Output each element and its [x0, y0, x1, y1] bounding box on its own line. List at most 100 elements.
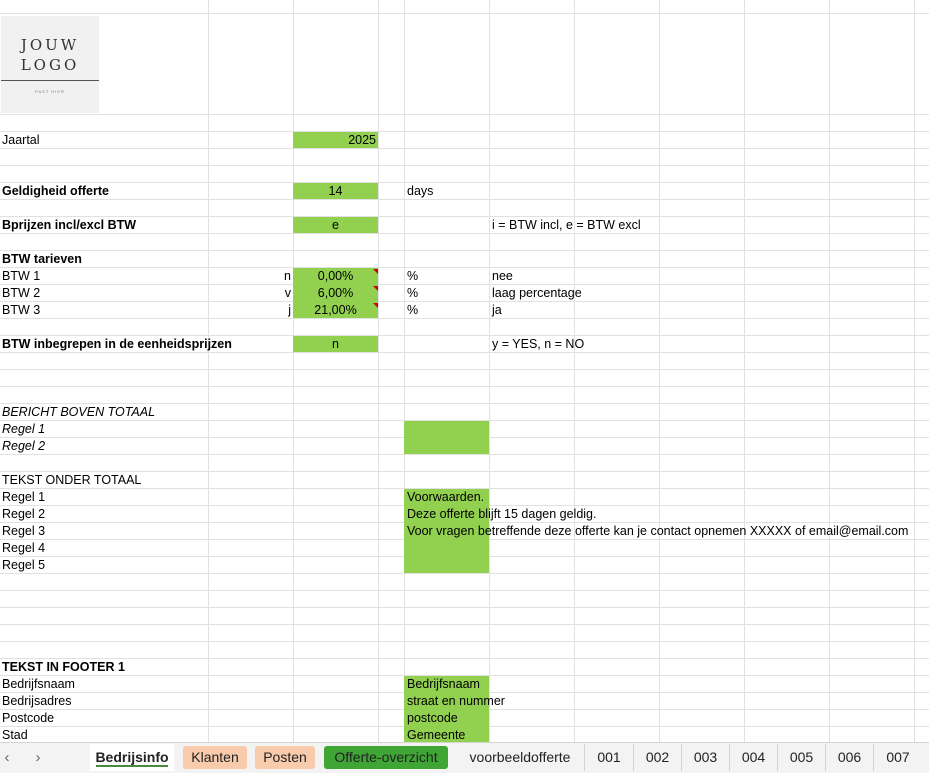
gridline — [0, 318, 929, 319]
gridline — [0, 131, 929, 132]
gridline — [0, 573, 929, 574]
gridline — [0, 675, 929, 676]
gridline — [0, 216, 929, 217]
sheet-tab-bar: ‹ › Bedrijsinfo Klanten Posten Offerte-o… — [0, 742, 929, 773]
logo-tagline: PAST HIER — [35, 89, 65, 94]
vat-unit: % — [407, 269, 419, 283]
tab-006[interactable]: 006 — [825, 744, 873, 771]
footer1-cell[interactable]: postcode — [407, 711, 458, 725]
footer1-cell[interactable]: Gemeente — [407, 728, 466, 742]
message-above-cell[interactable] — [404, 438, 489, 455]
message-above-line-label: Regel 2 — [2, 439, 46, 453]
gridline — [0, 301, 929, 302]
tab-005[interactable]: 005 — [777, 744, 825, 771]
text-below-line-label: Regel 4 — [2, 541, 46, 555]
prices-label: Bprijzen incl/excl BTW — [2, 218, 137, 232]
text-below-header: TEKST ONDER TOTAAL — [2, 473, 142, 487]
footer1-fill — [404, 676, 489, 742]
scroll-tabs-left-icon[interactable]: ‹ — [4, 749, 10, 766]
footer1-cell[interactable]: straat en nummer — [407, 694, 505, 708]
message-above-cell[interactable] — [404, 421, 489, 438]
text-below-cell[interactable]: Voor vragen betreffende deze offerte kan… — [407, 524, 909, 538]
vat-unit: % — [407, 303, 419, 317]
year-label: Jaartal — [2, 133, 40, 147]
gridline — [0, 284, 929, 285]
gridline — [0, 114, 929, 115]
prices-input-fill — [293, 217, 378, 233]
gridline — [0, 454, 929, 455]
gridline — [574, 0, 575, 742]
vat-desc: nee — [492, 269, 513, 283]
text-below-line-label: Regel 3 — [2, 524, 46, 538]
gridline — [0, 403, 929, 404]
tab-offerte-overzicht[interactable]: Offerte-overzicht — [324, 746, 448, 769]
gridline — [0, 233, 929, 234]
logo-divider — [1, 80, 99, 81]
gridline — [744, 0, 745, 742]
vat-rates-fill — [293, 268, 378, 318]
tab-003[interactable]: 003 — [681, 744, 729, 771]
active-tab-underline — [96, 765, 168, 767]
text-below-cell[interactable]: Voorwaarden. — [407, 490, 485, 504]
validity-cell[interactable]: 14 — [328, 184, 343, 198]
tab-007[interactable]: 007 — [873, 744, 922, 771]
validity-unit: days — [407, 184, 434, 198]
tab-004[interactable]: 004 — [729, 744, 777, 771]
tab-bedrijsinfo[interactable]: Bedrijsinfo — [90, 744, 174, 771]
footer1-header: TEKST IN FOOTER 1 — [2, 660, 125, 674]
vat-code[interactable]: j — [288, 303, 291, 317]
tab-002[interactable]: 002 — [633, 744, 681, 771]
spreadsheet-grid[interactable]: JOUW LOGO PAST HIER Jaartal 2025 Geldigh… — [0, 0, 929, 742]
gridline — [0, 352, 929, 353]
vat-rate-cell[interactable]: 0,00% — [317, 269, 354, 283]
vat-rate-cell[interactable]: 6,00% — [317, 286, 354, 300]
gridline — [0, 267, 929, 268]
gridline — [0, 369, 929, 370]
tab-label: Bedrijsinfo — [95, 749, 169, 765]
scroll-tabs-right-icon[interactable]: › — [35, 749, 41, 766]
footer1-line-label: Bedrijsadres — [2, 694, 72, 708]
vat-code[interactable]: n — [284, 269, 291, 283]
prices-cell[interactable]: e — [332, 218, 339, 232]
comment-indicator-icon[interactable] — [373, 286, 378, 291]
vat-label: BTW 2 — [2, 286, 41, 300]
gridline — [208, 0, 209, 742]
gridline — [0, 658, 929, 659]
vat-desc: ja — [492, 303, 502, 317]
gridline — [0, 488, 929, 489]
message-above-fill — [404, 421, 489, 454]
text-below-cell[interactable]: Deze offerte blijft 15 dagen geldig. — [407, 507, 597, 521]
tab-klanten[interactable]: Klanten — [183, 746, 247, 769]
comment-indicator-icon[interactable] — [373, 303, 378, 308]
gridline — [0, 165, 929, 166]
text-below-fill — [404, 489, 489, 573]
text-below-line-label: Regel 1 — [2, 490, 46, 504]
tab-posten[interactable]: Posten — [255, 746, 315, 769]
vat-label: BTW 3 — [2, 303, 41, 317]
vat-unit: % — [407, 286, 419, 300]
prices-note: i = BTW incl, e = BTW excl — [492, 218, 641, 232]
tab-001[interactable]: 001 — [584, 744, 633, 771]
gridline — [0, 335, 929, 336]
gridline — [0, 199, 929, 200]
year-cell[interactable]: 2025 — [348, 133, 376, 147]
comment-indicator-icon[interactable] — [373, 269, 378, 274]
included-cell[interactable]: n — [332, 337, 339, 351]
year-input-fill — [293, 132, 378, 148]
gridline — [0, 641, 929, 642]
footer1-cell[interactable]: Bedrijfsnaam — [407, 677, 480, 691]
tab-voorbeeldofferte[interactable]: voorbeeldofferte — [469, 749, 571, 765]
included-note: y = YES, n = NO — [492, 337, 585, 351]
gridline — [914, 0, 915, 742]
validity-input-fill — [293, 183, 378, 199]
gridline — [0, 148, 929, 149]
gridline — [293, 0, 294, 742]
validity-label: Geldigheid offerte — [2, 184, 109, 198]
gridline — [489, 0, 490, 742]
vat-code[interactable]: v — [284, 286, 291, 300]
company-logo[interactable]: JOUW LOGO PAST HIER — [1, 16, 99, 113]
gridline — [0, 13, 929, 14]
vat-rate-cell[interactable]: 21,00% — [314, 303, 357, 317]
gridline — [659, 0, 660, 742]
gridline — [0, 607, 929, 608]
